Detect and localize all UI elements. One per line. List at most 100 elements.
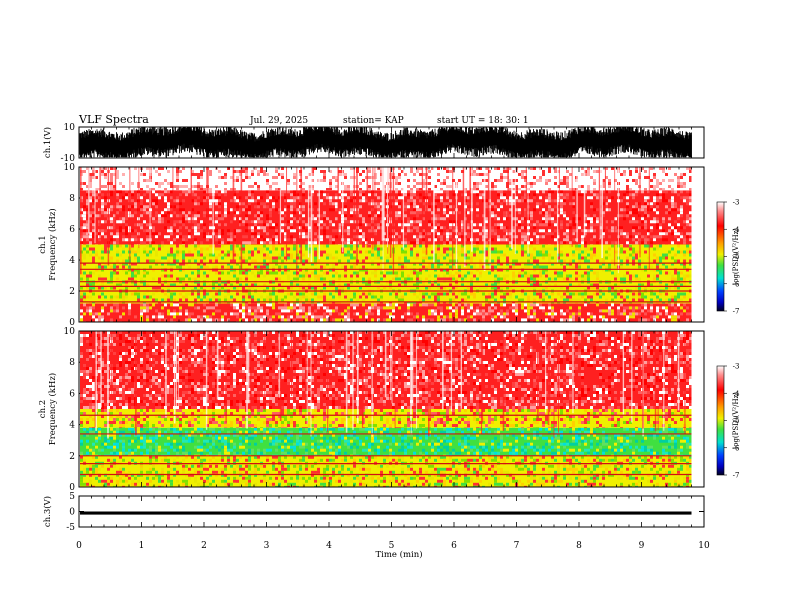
spectrogram-cell [395, 214, 398, 218]
spectrogram-cell [371, 283, 374, 287]
spectrogram-cell [503, 295, 506, 299]
spectrogram-cell [398, 283, 401, 287]
spectrogram-cell [158, 193, 161, 197]
spectrogram-cell [494, 223, 497, 227]
spectrogram-cell [110, 268, 113, 272]
spectrogram-cell [122, 298, 125, 302]
spectrogram-cell [284, 190, 287, 194]
spectrogram-cell [560, 286, 563, 290]
spectrogram-cell [689, 232, 692, 236]
spectrogram-cell [545, 202, 548, 206]
spectrogram-cell [467, 295, 470, 299]
spectrogram-cell [287, 190, 290, 194]
spectrogram-cell [122, 312, 125, 316]
spectrogram-cell [656, 211, 659, 215]
spectrogram-cell [368, 223, 371, 227]
spectrogram-cell [317, 303, 320, 307]
spectrogram-cell [125, 262, 128, 266]
spectrogram-cell [131, 277, 134, 281]
spectrogram-cell [113, 205, 116, 209]
spectrogram-cell [476, 217, 479, 221]
spectrogram-cell [662, 190, 665, 194]
spectrogram-cell [104, 274, 107, 278]
spectrogram-cell [425, 295, 428, 299]
spectrogram-cell [281, 262, 284, 266]
spectrogram-cell [353, 295, 356, 299]
spectrogram-cell [635, 268, 638, 272]
spectrogram-cell [461, 312, 464, 316]
spectrogram-cell [407, 244, 410, 248]
spectrogram-cell [206, 235, 209, 239]
spectrogram-cell [245, 312, 248, 316]
spectrogram-cell [677, 259, 680, 263]
spectrogram-cell [482, 262, 485, 266]
spectrogram-cell [104, 283, 107, 287]
spectrogram-cell [680, 205, 683, 209]
spectrogram-cell [614, 265, 617, 269]
spectrogram-cell [296, 226, 299, 230]
spectrogram-cell [419, 303, 422, 307]
spectrogram-cell [317, 259, 320, 263]
spectrogram-cell [134, 223, 137, 227]
spectrogram-cell [545, 214, 548, 218]
spectrogram-cell [404, 306, 407, 310]
spectrogram-cell [515, 259, 518, 263]
spectrogram-cell [644, 223, 647, 227]
spectrogram-cell [140, 211, 143, 215]
spectrogram-cell [434, 214, 437, 218]
spectrogram-cell [584, 190, 587, 194]
spectrogram-cell [398, 277, 401, 281]
spectrogram-cell [341, 295, 344, 299]
spectrogram-cell [626, 306, 629, 310]
spectrogram-cell [503, 226, 506, 230]
spectrogram-cell [179, 286, 182, 290]
spectrogram-cell [476, 214, 479, 218]
spectrogram-cell [611, 226, 614, 230]
spectrogram-cell [251, 259, 254, 263]
spectrogram-cell [215, 247, 218, 251]
spectrogram-cell [257, 214, 260, 218]
spectrogram-cell [482, 235, 485, 239]
spectrogram-cell [401, 247, 404, 251]
spectrogram-cell [101, 211, 104, 215]
spectrogram-cell [542, 295, 545, 299]
spectrogram-cell [380, 271, 383, 275]
spectrogram-cell [587, 229, 590, 233]
spectrogram-cell [266, 220, 269, 224]
spectrogram-cell [569, 250, 572, 254]
spectrogram-cell [170, 196, 173, 200]
spectrogram-cell [257, 315, 260, 319]
spectrogram-cell [581, 292, 584, 296]
spectrogram-cell [497, 312, 500, 316]
spectrogram-cell [125, 217, 128, 221]
spectrogram-cell [641, 303, 644, 307]
spectrogram-cell [110, 193, 113, 197]
spectrogram-cell [320, 226, 323, 230]
spectrogram-cell [266, 205, 269, 209]
spectrogram-cell [485, 262, 488, 266]
spectrogram-cell [677, 303, 680, 307]
spectrogram-cell [605, 318, 608, 322]
spectrogram-cell [596, 256, 599, 260]
spectrogram-cell [314, 271, 317, 275]
spectrogram-cell [524, 262, 527, 266]
spectrogram-cell [578, 253, 581, 257]
spectrogram-cell [407, 220, 410, 224]
spectrogram-cell [263, 196, 266, 200]
spectrogram-cell [659, 256, 662, 260]
spectrogram-cell [491, 318, 494, 322]
spectrogram-cell [404, 199, 407, 203]
spectrogram-cell [182, 235, 185, 239]
spectrogram-cell [182, 256, 185, 260]
spectrogram-cell [143, 295, 146, 299]
spectrogram-cell [179, 202, 182, 206]
spectrogram-cell [155, 235, 158, 239]
spectrogram-cell [362, 199, 365, 203]
spectrogram-cell [194, 226, 197, 230]
spectrogram-cell [329, 265, 332, 269]
spectrogram-cell [641, 274, 644, 278]
spectrogram-cell [572, 259, 575, 263]
spectrogram-cell [674, 226, 677, 230]
spectrogram-cell [557, 259, 560, 263]
spectrogram-cell [431, 318, 434, 322]
